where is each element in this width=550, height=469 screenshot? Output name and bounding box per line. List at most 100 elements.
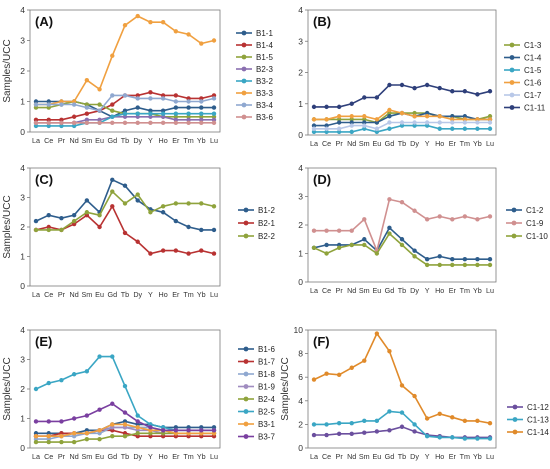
legend-swatch-marker [243, 434, 249, 439]
x-tick-label: Pr [58, 452, 66, 461]
data-point [211, 204, 217, 209]
legend-label: C1-6 [524, 79, 542, 88]
x-tick-label: Yb [473, 452, 482, 461]
y-tick-label: 8 [298, 349, 303, 359]
data-point [324, 432, 329, 438]
legend-entry: C1-2 [506, 206, 544, 215]
legend-swatch-marker [509, 55, 515, 60]
data-point [186, 32, 191, 37]
data-point [33, 117, 39, 123]
legend-label: B2-1 [258, 219, 275, 228]
y-tick-label: 0 [298, 130, 303, 140]
data-point [412, 123, 417, 128]
x-tick-label: Nd [70, 136, 79, 145]
x-tick-label: Pr [336, 452, 344, 461]
series-C1-7 [311, 120, 493, 131]
legend-entry: B3-3 [236, 89, 273, 98]
data-point [211, 114, 217, 119]
data-point [311, 432, 317, 438]
x-tick-label: Y [148, 290, 153, 299]
data-point [84, 105, 90, 110]
x-tick-label: Sm [359, 139, 370, 148]
data-point [399, 82, 405, 88]
legend-entry: B1-5 [236, 53, 273, 62]
series-B3-4 [33, 93, 217, 113]
x-tick-label: Tb [398, 452, 406, 461]
data-point [387, 110, 392, 116]
data-point [487, 257, 493, 262]
series-C1-11 [311, 82, 493, 110]
data-point [311, 117, 317, 122]
x-tick-label: Nd [70, 452, 79, 461]
y-tick-label: 1 [298, 249, 303, 259]
data-point [437, 126, 442, 131]
x-tick-label: Yb [473, 139, 482, 148]
data-point [33, 123, 39, 129]
data-point [110, 434, 115, 439]
x-tick-label: Ho [435, 452, 444, 461]
data-point [33, 419, 39, 424]
data-point [362, 114, 367, 119]
x-tick-label: Tb [398, 286, 406, 295]
data-point [110, 401, 115, 406]
data-point [424, 262, 430, 268]
data-point [374, 129, 380, 135]
y-tick-label: 1 [20, 414, 25, 424]
data-point [160, 20, 166, 25]
x-tick-label: Ce [322, 286, 331, 295]
data-point [362, 217, 367, 222]
data-point [160, 111, 166, 116]
legend-entry: B3-7 [238, 433, 275, 442]
data-point [186, 428, 191, 433]
data-point [59, 99, 64, 104]
data-point [122, 410, 128, 415]
data-point [324, 117, 329, 122]
data-point [487, 89, 493, 94]
y-tick-label: 2 [298, 419, 303, 429]
data-point [475, 262, 480, 268]
x-tick-label: Er [449, 452, 457, 461]
x-tick-label: Sm [81, 290, 92, 299]
x-tick-label: Nd [347, 452, 356, 461]
data-point [374, 331, 380, 336]
x-tick-label: Tm [183, 136, 193, 145]
x-tick-label: Lu [210, 136, 218, 145]
data-point [186, 99, 191, 104]
data-point [173, 114, 179, 119]
data-point [135, 192, 140, 197]
series-C1-6 [311, 107, 493, 122]
chart-panel-f: 0 2 4 6 8 10 La Ce Pr Nd Sm Eu Gd Tb Dy Y Ho Er Tm Yb Lu Samp… [280, 325, 549, 461]
data-point [412, 429, 417, 434]
data-point [71, 213, 77, 218]
x-tick-label: Ho [435, 286, 444, 295]
data-point [374, 418, 380, 424]
data-point [122, 114, 128, 119]
x-tick-label: Y [148, 452, 153, 461]
data-point [399, 424, 405, 429]
legend-swatch-marker [243, 207, 249, 213]
data-point [135, 96, 140, 101]
legend-label: B3-7 [258, 433, 275, 442]
data-point [412, 120, 417, 125]
y-tick-label: 0 [298, 443, 303, 453]
legend-swatch-marker [509, 105, 515, 110]
data-point [211, 227, 217, 233]
legend-label: B3-6 [256, 113, 273, 122]
data-point [336, 126, 342, 131]
y-tick-label: 6 [298, 372, 303, 382]
legend-label: B1-4 [256, 41, 273, 50]
x-tick-label: La [310, 452, 318, 461]
data-point [135, 93, 140, 98]
x-tick-label: Tb [121, 452, 129, 461]
data-point [186, 114, 191, 119]
data-point [336, 114, 342, 119]
data-point [475, 418, 480, 424]
data-point [186, 105, 191, 110]
data-point [211, 120, 217, 126]
chart-panel-b: 0 1 2 3 4 La Ce Pr Nd Sm Eu Gd Tb Dy Y Ho Er Tm Yb Lu (B) C1-… [298, 5, 545, 148]
x-tick-label: Yb [197, 290, 206, 299]
data-point [487, 117, 493, 122]
data-point [424, 257, 430, 262]
data-point [160, 248, 166, 253]
x-tick-label: Eu [95, 136, 104, 145]
